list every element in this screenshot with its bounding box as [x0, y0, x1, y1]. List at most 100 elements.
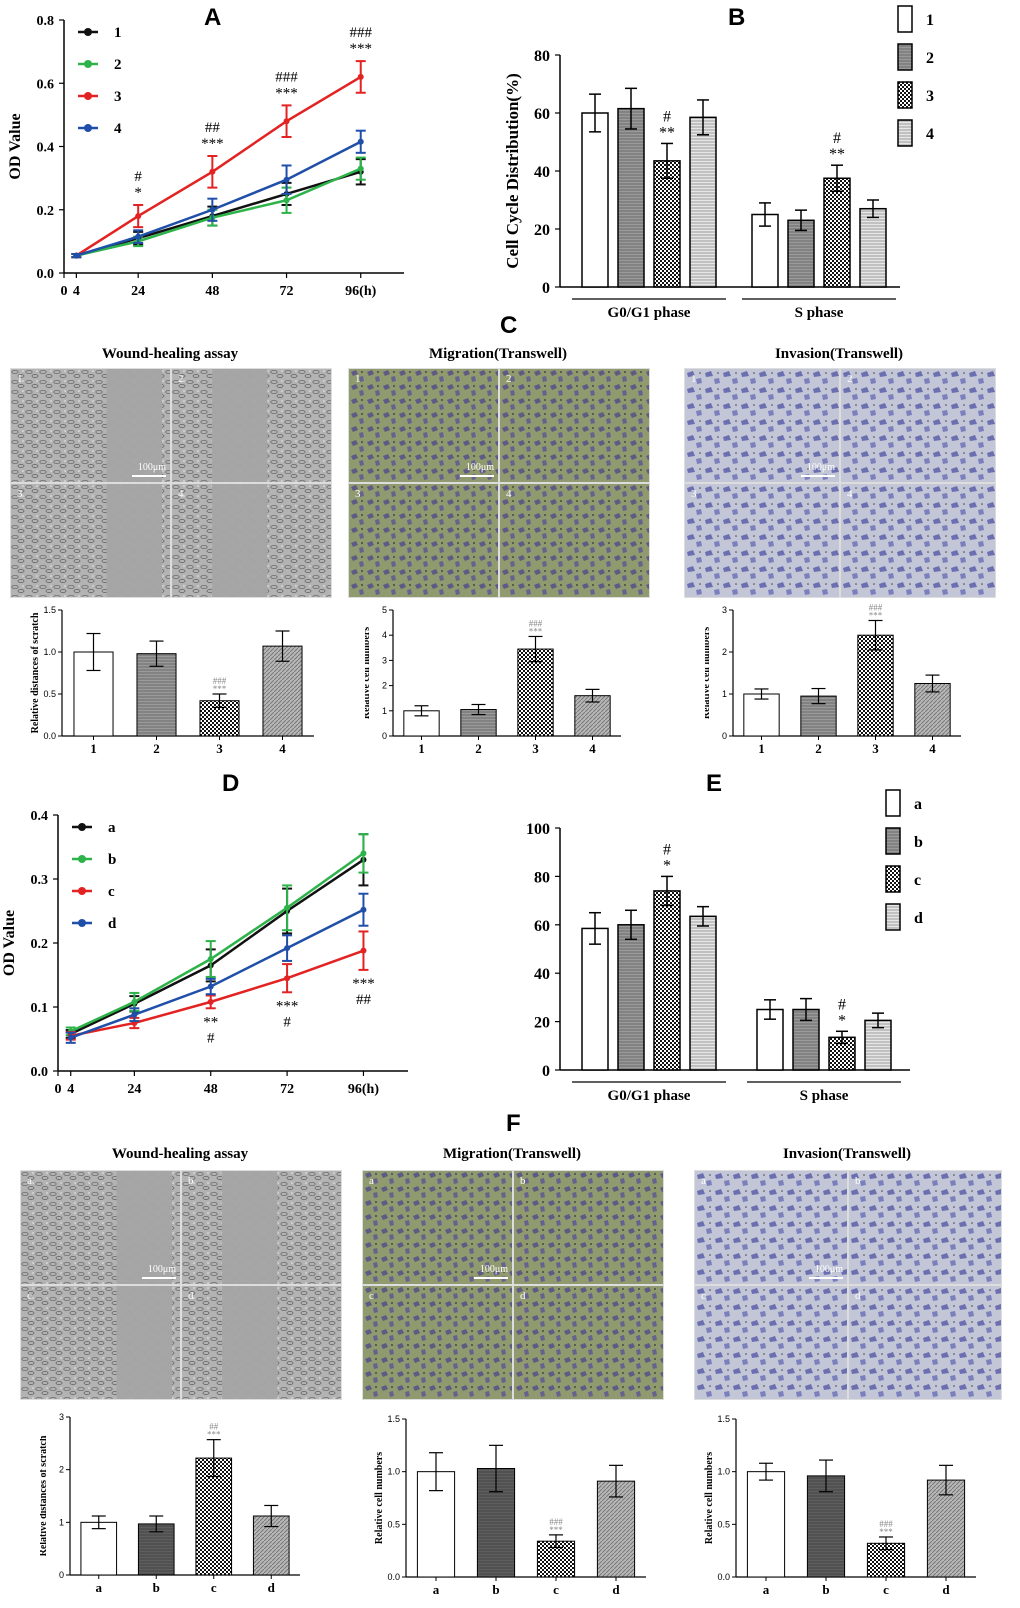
legend-swatch	[897, 81, 913, 109]
scale-bar	[132, 475, 166, 477]
y-tick-label: 5	[382, 605, 387, 615]
y-tick-label: 1.0	[387, 1467, 400, 1477]
tile-label: a	[701, 1175, 706, 1187]
legend-marker	[78, 855, 86, 863]
f-wound-tile-b: b	[181, 1170, 342, 1285]
tile-label: 4	[178, 488, 184, 500]
y-tick-label: 0.1	[31, 1001, 49, 1016]
f-migration-tile-d: d	[513, 1285, 664, 1400]
legend-label: d	[108, 916, 117, 932]
y-tick-label: 4	[382, 630, 387, 640]
legend-marker	[84, 28, 92, 36]
scale-bar	[801, 475, 835, 477]
tile-label: 3	[691, 488, 697, 500]
y-tick-label: 0.5	[43, 689, 56, 699]
title-f-wound: Wound-healing assay	[111, 1146, 249, 1162]
legend-label: c	[914, 872, 921, 889]
y-tick-label: 1.5	[387, 1414, 400, 1424]
x-tick-label: 24	[127, 1082, 141, 1097]
legend-label: a	[914, 796, 922, 813]
c-invasion-tile-2: 2	[840, 368, 996, 483]
bar	[859, 207, 887, 288]
x-tick-label: 1	[758, 741, 765, 756]
significance-mark: #	[663, 108, 671, 125]
cell-texture	[685, 484, 839, 597]
tile-label: b	[520, 1175, 526, 1187]
chart-f-wound-bars: 0 1 2 3 Relative distances of scratch a b c d ***…	[40, 1412, 300, 1595]
y-tick-label: 3	[722, 605, 727, 615]
y-tick-label: 1	[59, 1517, 64, 1527]
x-tick-label: 0	[55, 1082, 62, 1097]
category-label: G0/G1 phase	[608, 305, 691, 321]
significance-mark: ***	[869, 611, 883, 621]
significance-mark: ###	[879, 1519, 893, 1529]
title-f-migration: Migration(Transwell)	[442, 1146, 582, 1162]
legend-swatch	[885, 903, 901, 931]
panel-letter-f: F	[506, 1110, 521, 1137]
significance-mark: ***	[549, 1525, 563, 1535]
y-tick-label: 0.8	[37, 14, 55, 29]
legend-label: d	[914, 910, 923, 927]
significance-mark: ###	[275, 69, 298, 85]
significance-mark: #	[833, 130, 841, 147]
c-wound-tile-1: 1 100μm	[10, 368, 171, 483]
f-invasion-tile-b: b	[848, 1170, 1002, 1285]
legend-label: 3	[114, 89, 122, 105]
bar	[653, 160, 681, 288]
x-tick-label: c	[553, 1582, 559, 1597]
scratch-gap	[106, 484, 163, 597]
bar	[517, 648, 554, 737]
y-axis-label: OD Value	[7, 113, 24, 179]
tile-label: 3	[355, 488, 361, 500]
data-point	[360, 850, 367, 857]
y-tick-label: 2	[59, 1465, 64, 1475]
x-tick-label: 1	[418, 741, 425, 756]
micrograph-texture	[21, 1171, 180, 1284]
bar	[926, 1479, 966, 1578]
significance-mark: *	[134, 185, 142, 201]
data-point	[209, 168, 216, 175]
x-tick-label: d	[942, 1582, 950, 1597]
data-point	[135, 213, 142, 220]
tile-label: d	[188, 1290, 194, 1302]
category-label: S phase	[800, 1088, 849, 1104]
legend-label: 2	[926, 50, 934, 67]
micrograph-texture	[21, 1286, 180, 1399]
significance-mark: ***	[275, 85, 298, 101]
legend-marker	[78, 823, 86, 831]
c-wound-tile-2: 2	[171, 368, 332, 483]
y-tick-label: 40	[534, 966, 550, 983]
x-tick-label: 2	[153, 741, 160, 756]
tile-label: c	[27, 1290, 32, 1302]
micrograph-texture	[685, 369, 839, 482]
x-tick-label: a	[763, 1582, 770, 1597]
significance-mark: ###	[549, 1517, 563, 1527]
scratch-gap	[221, 1286, 278, 1399]
significance-mark: ##	[356, 992, 372, 1008]
micrograph-texture	[363, 1286, 512, 1399]
y-tick-label: 80	[534, 869, 550, 886]
micrograph-texture	[685, 484, 839, 597]
significance-mark: ***	[529, 626, 543, 636]
f-invasion-tile-c: c	[694, 1285, 848, 1400]
data-point	[73, 252, 80, 259]
y-tick-label: 0.0	[37, 267, 55, 282]
data-point	[284, 904, 291, 911]
data-point	[135, 233, 142, 240]
significance-mark: ***	[352, 976, 375, 992]
y-tick-label: 1	[722, 689, 727, 699]
y-tick-label: 1.5	[717, 1414, 730, 1424]
data-point	[357, 138, 364, 145]
bar	[581, 927, 609, 1071]
significance-mark: ###	[349, 25, 372, 41]
x-tick-label: b	[822, 1582, 829, 1597]
bar	[581, 112, 609, 288]
significance-mark: #	[283, 1014, 291, 1030]
tile-label: a	[369, 1175, 374, 1187]
cell-texture	[849, 1171, 1001, 1284]
significance-mark: ##	[209, 1422, 219, 1432]
chart-c-migration-bars: 0 1 2 3 4 5 Relative cell numbers 1 2 3 4 ***###	[365, 605, 621, 756]
x-tick-label: 4	[67, 1082, 74, 1097]
significance-mark: #	[207, 1030, 215, 1046]
legend-swatch	[897, 119, 913, 147]
